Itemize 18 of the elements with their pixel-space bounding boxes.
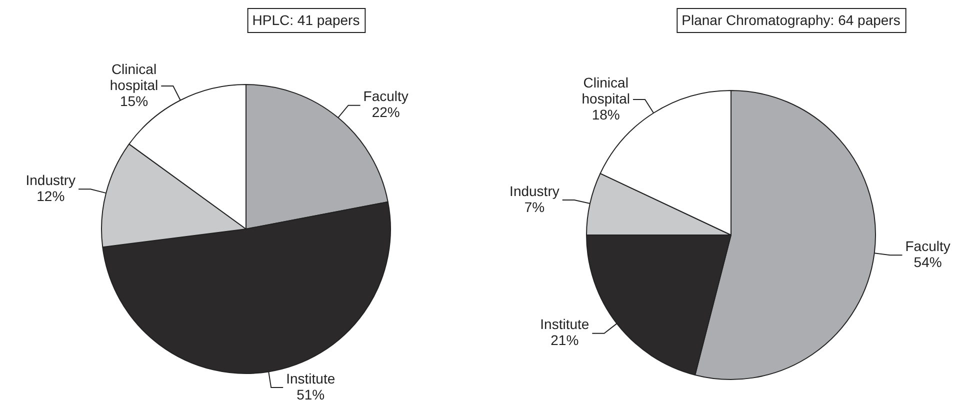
chart-title: HPLC: 41 papers: [252, 12, 360, 28]
slice-label: Faculty: [905, 238, 950, 254]
slice-label: Industry: [26, 172, 76, 188]
data-label: 21%: [550, 332, 579, 348]
data-label: 54%: [914, 254, 942, 270]
data-label: 18%: [592, 106, 620, 122]
slice-label: Faculty: [363, 88, 408, 104]
data-label: 15%: [120, 92, 148, 109]
data-label: 7%: [524, 198, 545, 215]
chart-title: Planar Chromatography: 64 papers: [682, 12, 900, 28]
slice-label: Clinical hospital: [582, 74, 630, 106]
data-label: 51%: [296, 386, 325, 402]
slice-label: Institute: [286, 370, 336, 386]
data-label: 22%: [372, 104, 400, 120]
slice-label: Clinical hospital: [110, 60, 158, 93]
data-label: 12%: [36, 188, 65, 204]
slice-label: Industry: [510, 182, 560, 199]
slice-label: Institute: [540, 316, 590, 332]
